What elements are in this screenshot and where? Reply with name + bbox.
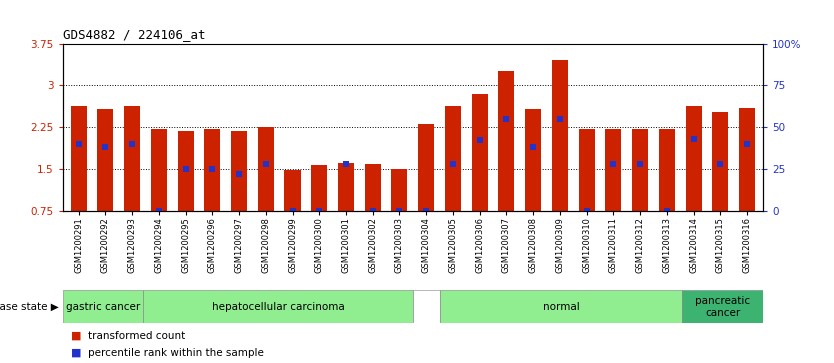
Point <box>125 141 138 147</box>
Text: pancreatic
cancer: pancreatic cancer <box>695 296 751 318</box>
Bar <box>204 129 220 211</box>
Bar <box>151 129 167 211</box>
Point <box>206 166 219 172</box>
Bar <box>579 129 595 211</box>
Point <box>606 161 620 167</box>
Text: hepatocellular carcinoma: hepatocellular carcinoma <box>212 302 344 312</box>
Point <box>634 161 647 167</box>
Point <box>714 161 727 167</box>
Bar <box>445 106 461 211</box>
Bar <box>632 129 648 211</box>
Bar <box>413 290 440 323</box>
Point <box>446 161 460 167</box>
Point <box>420 208 433 213</box>
Point <box>339 161 353 167</box>
Bar <box>418 124 435 211</box>
Point <box>152 208 165 213</box>
Text: ■: ■ <box>71 348 82 358</box>
Point <box>661 208 674 213</box>
Bar <box>258 127 274 211</box>
Bar <box>338 163 354 211</box>
Point <box>178 166 192 172</box>
Point <box>526 144 540 150</box>
Bar <box>440 290 682 323</box>
Point <box>687 136 701 142</box>
Bar <box>71 106 87 211</box>
Bar <box>311 166 327 211</box>
Point <box>393 208 406 213</box>
Text: GDS4882 / 224106_at: GDS4882 / 224106_at <box>63 28 205 41</box>
Text: transformed count: transformed count <box>88 331 185 341</box>
Point <box>366 208 379 213</box>
Point <box>286 208 299 213</box>
Point <box>72 141 85 147</box>
Bar <box>472 94 488 211</box>
Point <box>580 208 593 213</box>
Point <box>233 171 246 177</box>
Text: percentile rank within the sample: percentile rank within the sample <box>88 348 264 358</box>
Bar <box>659 129 675 211</box>
Text: normal: normal <box>543 302 580 312</box>
Point <box>741 141 754 147</box>
Point <box>553 116 566 122</box>
Bar <box>525 109 541 211</box>
Bar <box>686 106 701 211</box>
Bar <box>605 129 621 211</box>
Bar <box>98 109 113 211</box>
Bar <box>712 112 728 211</box>
Bar <box>178 131 193 211</box>
Bar <box>231 131 247 211</box>
Bar <box>124 106 140 211</box>
Bar <box>499 72 515 211</box>
Bar <box>364 164 381 211</box>
Bar <box>284 170 300 211</box>
Point <box>98 144 112 150</box>
Bar <box>682 290 763 323</box>
Point <box>473 138 486 143</box>
Point <box>259 161 273 167</box>
Bar <box>552 60 568 211</box>
Text: disease state ▶: disease state ▶ <box>0 302 58 312</box>
Point <box>313 208 326 213</box>
Point <box>500 116 513 122</box>
Text: gastric cancer: gastric cancer <box>66 302 140 312</box>
Bar <box>391 169 408 211</box>
Bar <box>63 290 143 323</box>
Text: ■: ■ <box>71 331 82 341</box>
Bar <box>143 290 413 323</box>
Bar <box>739 107 755 211</box>
